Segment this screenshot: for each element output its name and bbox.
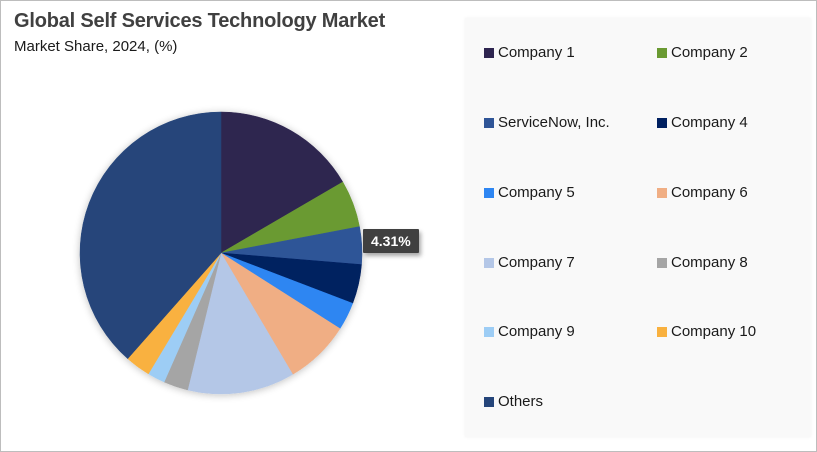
legend-label: Company 1: [498, 44, 575, 61]
legend-item-company-9: Company 9: [484, 323, 575, 340]
legend-label: Company 8: [671, 254, 748, 271]
legend-label: Company 4: [671, 114, 748, 131]
legend-swatch-icon: [484, 396, 494, 407]
legend-item-company-6: Company 6: [657, 184, 748, 201]
legend-swatch-icon: [657, 47, 667, 58]
legend-label: Company 10: [671, 323, 757, 340]
legend-swatch-icon: [657, 257, 667, 268]
legend-item-servicenow-inc: ServiceNow, Inc.: [484, 114, 610, 131]
legend-label: Company 9: [498, 323, 575, 340]
legend-label: Company 7: [498, 254, 575, 271]
legend-item-company-7: Company 7: [484, 254, 575, 271]
legend-swatch-icon: [657, 117, 667, 128]
legend-swatch-icon: [484, 117, 494, 128]
legend-label: ServiceNow, Inc.: [498, 114, 610, 131]
legend-item-company-10: Company 10: [657, 323, 756, 340]
pie-slice-company-1: [220, 111, 344, 254]
chart-legend: Company 1 Company 2 ServiceNow, Inc. Compan…: [465, 18, 811, 437]
legend-swatch-icon: [657, 326, 667, 337]
legend-swatch-icon: [484, 187, 494, 198]
legend-swatch-icon: [484, 326, 494, 337]
servicenow-data-label: 4.31%: [363, 229, 419, 253]
legend-item-company-4: Company 4: [657, 114, 748, 131]
pie-slice-others: [79, 111, 222, 360]
legend-label: Company 6: [671, 184, 748, 201]
chart-subtitle: Market Share, 2024, (%): [14, 38, 178, 55]
legend-swatch-icon: [657, 187, 667, 198]
legend-item-company-5: Company 5: [484, 184, 575, 201]
legend-label: Company 5: [498, 184, 575, 201]
legend-swatch-icon: [484, 257, 494, 268]
pie-svg: [79, 111, 363, 395]
pie-chart: [71, 102, 371, 402]
legend-item-others: Others: [484, 393, 543, 410]
pie-slice-company-7: [187, 252, 294, 395]
legend-item-company-2: Company 2: [657, 44, 748, 61]
legend-label: Company 2: [671, 44, 748, 61]
legend-label: Others: [498, 393, 544, 410]
legend-swatch-icon: [484, 47, 494, 58]
chart-title: Global Self Services Technology Market: [14, 10, 386, 32]
legend-item-company-8: Company 8: [657, 254, 748, 271]
legend-item-company-1: Company 1: [484, 44, 575, 61]
